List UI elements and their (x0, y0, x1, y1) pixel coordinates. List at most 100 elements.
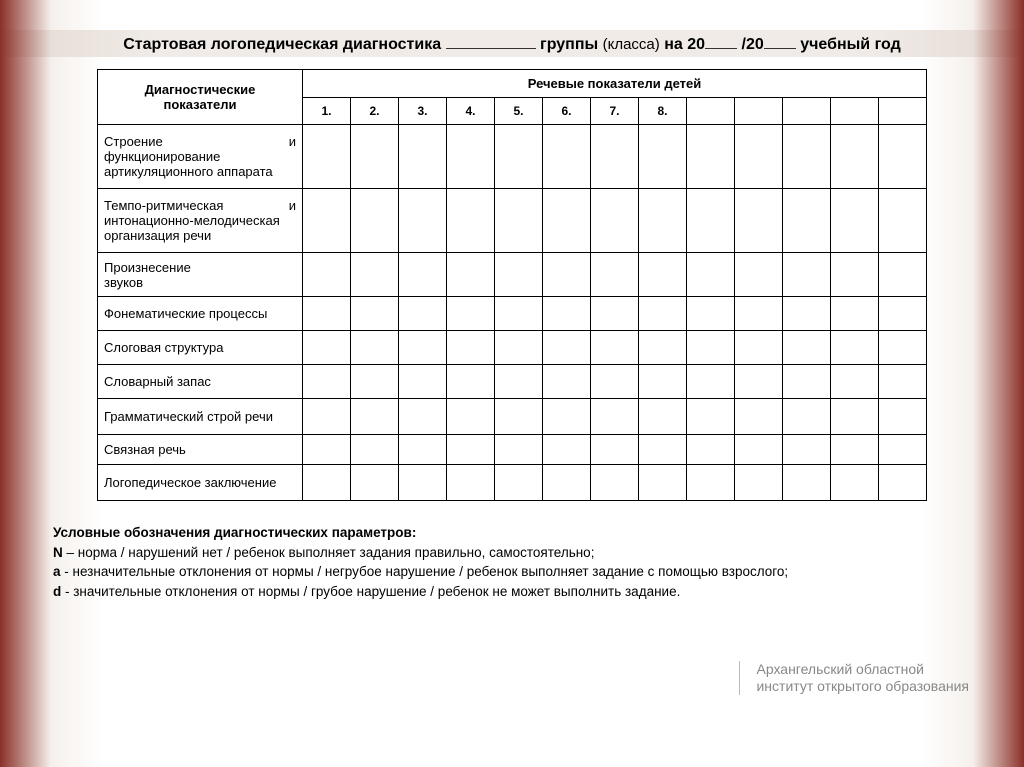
table-cell (447, 365, 495, 399)
column-number-5: 5. (495, 98, 543, 125)
column-number-2: 2. (351, 98, 399, 125)
table-cell (687, 399, 735, 435)
column-header-speech: Речевые показатели детей (303, 70, 927, 98)
table-cell (303, 465, 351, 501)
table-cell (543, 253, 591, 297)
table-cell (447, 253, 495, 297)
table-cell (639, 189, 687, 253)
table-cell (591, 365, 639, 399)
table-cell (831, 435, 879, 465)
table-cell (591, 297, 639, 331)
table-cell (735, 253, 783, 297)
table-cell (639, 465, 687, 501)
table-cell (639, 435, 687, 465)
table-cell (303, 297, 351, 331)
column-number-9 (687, 98, 735, 125)
table-row: Логопедическое заключение (98, 465, 927, 501)
table-cell (687, 253, 735, 297)
row-label: Словарный запас (98, 365, 303, 399)
column-number-11 (783, 98, 831, 125)
legend: Условные обозначения диагностических пар… (45, 523, 979, 601)
table-cell (639, 253, 687, 297)
table-cell (591, 253, 639, 297)
title-part4: на 20 (664, 36, 705, 53)
row-label: Логопедическое заключение (98, 465, 303, 501)
table-cell (399, 297, 447, 331)
table-cell (879, 189, 927, 253)
title-blank-group (446, 33, 536, 49)
table-cell (543, 399, 591, 435)
table-cell (399, 465, 447, 501)
table-cell (735, 399, 783, 435)
table-row: Словарный запас (98, 365, 927, 399)
table-cell (543, 331, 591, 365)
table-cell (735, 125, 783, 189)
table-cell (399, 435, 447, 465)
table-cell (447, 189, 495, 253)
row-label: Связная речь (98, 435, 303, 465)
table-cell (591, 435, 639, 465)
table-cell (591, 189, 639, 253)
table-cell (543, 125, 591, 189)
table-cell (543, 435, 591, 465)
table-cell (447, 435, 495, 465)
table-body: Строениеифункционирование артикуляционно… (98, 125, 927, 501)
table-cell (543, 297, 591, 331)
table-cell (495, 399, 543, 435)
table-cell (543, 365, 591, 399)
table-cell (783, 189, 831, 253)
table-cell (879, 365, 927, 399)
table-cell (495, 297, 543, 331)
title-blank-year1 (705, 33, 737, 49)
table-cell (639, 331, 687, 365)
table-cell (783, 465, 831, 501)
table-cell (687, 189, 735, 253)
table-cell (783, 297, 831, 331)
table-cell (351, 253, 399, 297)
table-cell (879, 125, 927, 189)
table-cell (591, 331, 639, 365)
table-cell (783, 125, 831, 189)
table-cell (639, 365, 687, 399)
table-cell (303, 189, 351, 253)
table-cell (303, 331, 351, 365)
table-cell (303, 435, 351, 465)
table-cell (447, 399, 495, 435)
table-cell (687, 125, 735, 189)
table-cell (879, 331, 927, 365)
table-cell (495, 465, 543, 501)
row-label: Темпо-ритмическаяиинтонационно-мелодичес… (98, 189, 303, 253)
table-cell (351, 365, 399, 399)
title-part5: /20 (742, 36, 764, 53)
table-cell (303, 365, 351, 399)
table-cell (687, 465, 735, 501)
table-cell (495, 435, 543, 465)
table-cell (399, 189, 447, 253)
table-row: Строениеифункционирование артикуляционно… (98, 125, 927, 189)
legend-item: N – норма / нарушений нет / ребенок выпо… (53, 543, 971, 563)
legend-title: Условные обозначения диагностических пар… (53, 523, 971, 543)
legend-item: d - значительные отклонения от нормы / г… (53, 582, 971, 602)
table-cell (879, 297, 927, 331)
table-cell (735, 465, 783, 501)
table-cell (399, 399, 447, 435)
table-cell (591, 399, 639, 435)
table-cell (879, 465, 927, 501)
column-number-8: 8. (639, 98, 687, 125)
table-head: ДиагностическиепоказателиРечевые показат… (98, 70, 927, 125)
row-label: Фонематические процессы (98, 297, 303, 331)
table-cell (399, 331, 447, 365)
table-cell (399, 253, 447, 297)
column-number-13 (879, 98, 927, 125)
column-header-indicators: Диагностическиепоказатели (98, 70, 303, 125)
table-cell (543, 189, 591, 253)
title-blank-year2 (764, 33, 796, 49)
column-number-7: 7. (591, 98, 639, 125)
table-cell (303, 253, 351, 297)
table-row: Фонематические процессы (98, 297, 927, 331)
table-cell (687, 365, 735, 399)
table-row: Темпо-ритмическаяиинтонационно-мелодичес… (98, 189, 927, 253)
column-number-6: 6. (543, 98, 591, 125)
table-cell (447, 297, 495, 331)
footer-line2: институт открытого образования (756, 678, 969, 694)
